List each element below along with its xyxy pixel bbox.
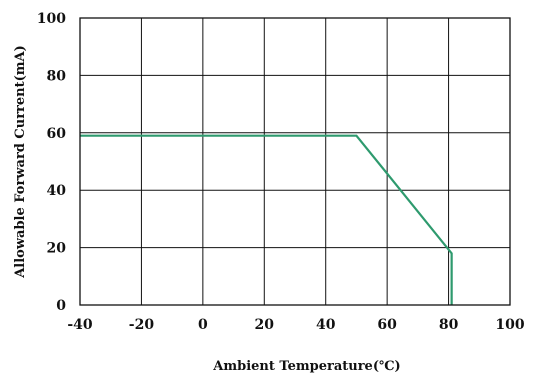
x-tick-labels: -40 -20 0 20 40 60 80 100 [67, 317, 525, 333]
y-tick-label: 0 [56, 298, 66, 314]
plot-frame [79, 17, 511, 306]
x-tick-label: 80 [439, 317, 459, 333]
y-tick-labels: 0 20 40 60 80 100 [37, 11, 66, 314]
y-tick-label: 40 [47, 183, 67, 199]
series-line [80, 134, 453, 305]
x-tick-label: 60 [377, 317, 397, 333]
x-tick-label: 40 [316, 317, 336, 333]
x-tick-label: -40 [67, 317, 93, 333]
series-layer [80, 134, 453, 305]
x-tick-label: 20 [255, 317, 275, 333]
y-tick-label: 100 [37, 11, 66, 27]
x-tick-label: -20 [129, 317, 155, 333]
y-tick-label: 60 [47, 126, 67, 142]
y-axis-label: Allowable Forward Current(mA) [13, 45, 28, 279]
x-tick-label: 100 [495, 317, 524, 333]
x-tick-label: 0 [198, 317, 208, 333]
y-tick-label: 80 [47, 68, 67, 84]
y-tick-label: 20 [47, 241, 67, 257]
x-axis-label: Ambient Temperature(℃) [212, 359, 400, 374]
grid-layer [79, 17, 511, 306]
